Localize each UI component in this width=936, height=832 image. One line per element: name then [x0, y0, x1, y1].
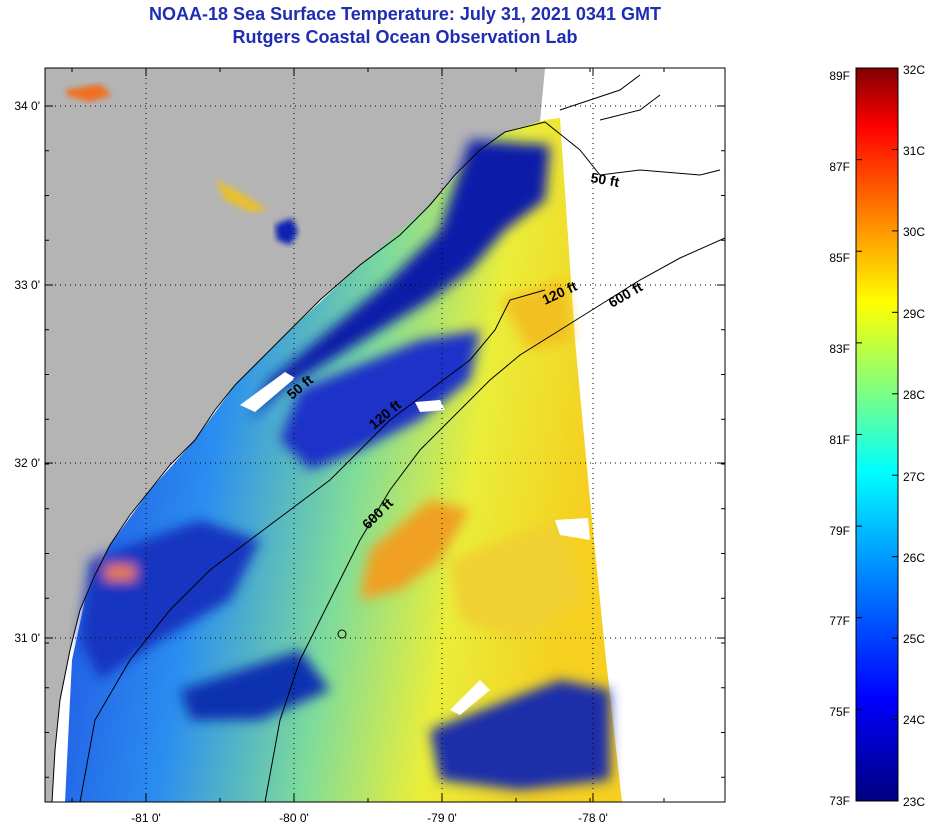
isobath-120ft [79, 289, 546, 802]
colorbar-f-label: 79F [829, 524, 850, 538]
colorbar-f-label: 77F [829, 614, 850, 628]
isobath-ring [337, 629, 347, 639]
lat-label: 32 0' [14, 456, 40, 470]
cloud-patch [240, 372, 295, 412]
map-frame [44, 67, 726, 803]
colorbar-c-label: 26C [903, 551, 925, 565]
colorbar-f-label: 85F [829, 251, 850, 265]
land-area [45, 68, 545, 802]
colorbar-f-label: 89F [829, 69, 850, 83]
colorbar-c-label: 31C [903, 144, 925, 158]
axis-ticks [45, 68, 725, 802]
colorbar-gradient [855, 67, 899, 802]
colorbar-c-label: 25C [903, 632, 925, 646]
lon-label: -80 0' [279, 811, 309, 825]
colorbar-c-label: 28C [903, 388, 925, 402]
lon-label: -81 0' [131, 811, 161, 825]
isobath-600ft [264, 237, 725, 802]
temperature-features [80, 140, 610, 790]
isobath-label: 50 ft [589, 169, 620, 190]
colorbar-c-label: 24C [903, 713, 925, 727]
lat-label: 31 0' [14, 631, 40, 645]
chart-title: NOAA-18 Sea Surface Temperature: July 31… [149, 4, 661, 24]
colorbar-f-label: 73F [829, 794, 850, 808]
colorbar-f-label: 87F [829, 160, 850, 174]
colorbar-f-label: 83F [829, 342, 850, 356]
colorbar-f-label: 75F [829, 705, 850, 719]
inland-feature [215, 180, 268, 212]
cloud-patch [415, 400, 445, 412]
lat-label: 34 0' [14, 99, 40, 113]
colorbar-c-label: 32C [903, 63, 925, 77]
lat-label: 33 0' [14, 278, 40, 292]
lon-label: -79 0' [427, 811, 457, 825]
sst-swath [65, 118, 622, 802]
coastline-east [544, 74, 721, 176]
colorbar-c-label: 29C [903, 307, 925, 321]
coastline [51, 121, 546, 802]
cloud-patch [450, 680, 490, 715]
lon-label: -78 0' [578, 811, 608, 825]
inland-lake [275, 218, 298, 245]
chart-subtitle: Rutgers Coastal Ocean Observation Lab [232, 27, 578, 47]
colorbar-ticks [856, 67, 898, 802]
inland-feature [65, 84, 112, 102]
cloud-patch [555, 518, 590, 540]
graticule [45, 68, 725, 802]
colorbar-c-label: 23C [903, 795, 925, 809]
colorbar-f-label: 81F [829, 433, 850, 447]
colorbar-c-label: 27C [903, 470, 925, 484]
colorbar-c-label: 30C [903, 225, 925, 239]
